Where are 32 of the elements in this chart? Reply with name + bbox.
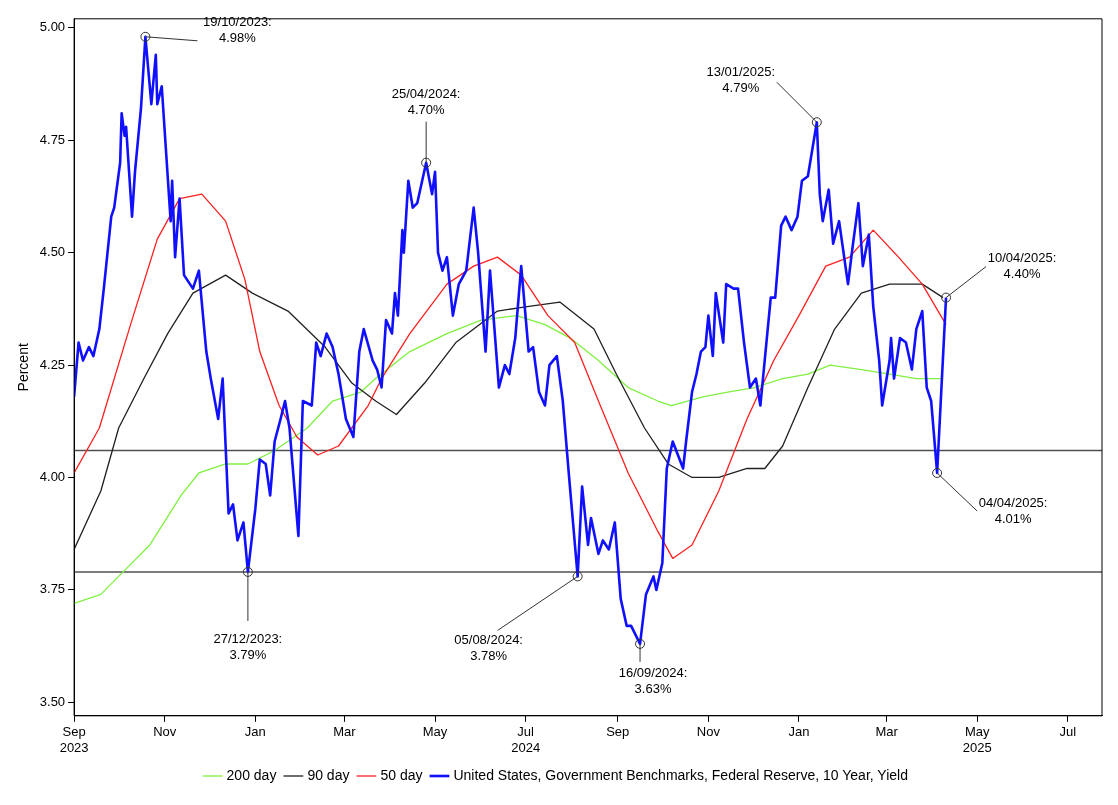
legend-label: 50 day: [380, 766, 423, 783]
y-tick-label: 4.50: [39, 244, 66, 260]
x-tick-label: Mar: [333, 724, 357, 740]
x-tick-label: Nov: [153, 724, 177, 740]
x-tick-label: Sep 2023: [59, 724, 89, 755]
legend-label: United States, Government Benchmarks, Federal Reserve, 10 Year, Yield: [453, 766, 908, 783]
annotation: 04/04/2025: 4.01%: [978, 494, 1048, 526]
x-tick-label: Nov: [696, 724, 721, 740]
x-tick-label: May 2025: [962, 724, 992, 755]
x-tick-label: Jan: [244, 724, 266, 740]
x-tick-label: May: [422, 724, 448, 740]
annotation: 16/09/2024: 3.63%: [618, 665, 688, 697]
annotation: 10/04/2025: 4.40%: [987, 250, 1057, 282]
y-tick-label: 4.75: [39, 131, 66, 147]
legend-label: 200 day: [226, 766, 277, 783]
y-tick-label: 3.50: [39, 693, 66, 709]
x-tick-label: Jul 2024: [511, 724, 541, 755]
x-tick-label: Sep: [606, 724, 630, 740]
annotation: 25/04/2024: 4.70%: [391, 86, 461, 118]
y-tick-label: 4.00: [39, 469, 66, 485]
x-tick-label: Jul: [1059, 724, 1077, 740]
annotation: 27/12/2023: 3.79%: [213, 631, 283, 663]
y-tick-label: 4.25: [39, 356, 66, 372]
annotation: 13/01/2025: 4.79%: [706, 63, 776, 95]
y-tick-label: 3.75: [39, 581, 66, 597]
x-tick-label: Mar: [875, 724, 899, 740]
x-tick-label: Jan: [788, 724, 810, 740]
annotation: 05/08/2024: 3.78%: [454, 631, 523, 663]
y-tick-label: 5.00: [39, 19, 66, 35]
annotation: 19/10/2023: 4.98%: [203, 14, 272, 46]
y-axis-title: Percent: [15, 343, 32, 392]
legend-label: 90 day: [307, 766, 350, 783]
